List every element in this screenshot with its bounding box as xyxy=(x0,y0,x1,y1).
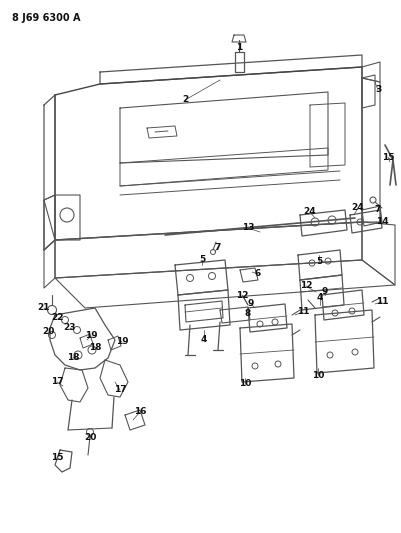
Text: 9: 9 xyxy=(248,300,254,309)
Text: 19: 19 xyxy=(85,332,97,341)
Text: 11: 11 xyxy=(297,308,309,317)
Text: 15: 15 xyxy=(382,152,394,161)
Text: 10: 10 xyxy=(312,370,324,379)
Text: 20: 20 xyxy=(84,433,96,442)
Text: 17: 17 xyxy=(114,385,126,394)
Text: 24: 24 xyxy=(352,204,365,213)
Text: 12: 12 xyxy=(300,281,312,290)
Text: 1: 1 xyxy=(236,44,242,52)
Text: 3: 3 xyxy=(375,85,381,94)
Text: 11: 11 xyxy=(376,297,388,306)
Text: 18: 18 xyxy=(67,353,79,362)
Text: 23: 23 xyxy=(64,324,76,333)
Text: 10: 10 xyxy=(239,379,251,389)
Text: 19: 19 xyxy=(115,337,128,346)
Text: 8: 8 xyxy=(245,310,251,319)
Text: 4: 4 xyxy=(317,294,323,303)
Text: 18: 18 xyxy=(89,343,101,351)
Text: 5: 5 xyxy=(199,255,205,264)
Text: 15: 15 xyxy=(51,454,63,463)
Text: 4: 4 xyxy=(201,335,207,344)
Text: 5: 5 xyxy=(316,257,322,266)
Text: 6: 6 xyxy=(255,270,261,279)
Text: 20: 20 xyxy=(42,327,54,336)
Text: 17: 17 xyxy=(51,377,63,386)
Text: 7: 7 xyxy=(215,243,221,252)
Text: 2: 2 xyxy=(182,95,188,104)
Text: 9: 9 xyxy=(322,287,328,295)
Text: 8 J69 6300 A: 8 J69 6300 A xyxy=(12,13,81,23)
Text: 13: 13 xyxy=(242,223,254,232)
Text: 22: 22 xyxy=(52,313,64,322)
Text: 21: 21 xyxy=(38,303,50,312)
Text: 12: 12 xyxy=(236,290,248,300)
Text: 24: 24 xyxy=(304,207,316,216)
Text: 16: 16 xyxy=(134,408,146,416)
Text: 7: 7 xyxy=(375,206,381,214)
Text: 14: 14 xyxy=(376,217,388,227)
